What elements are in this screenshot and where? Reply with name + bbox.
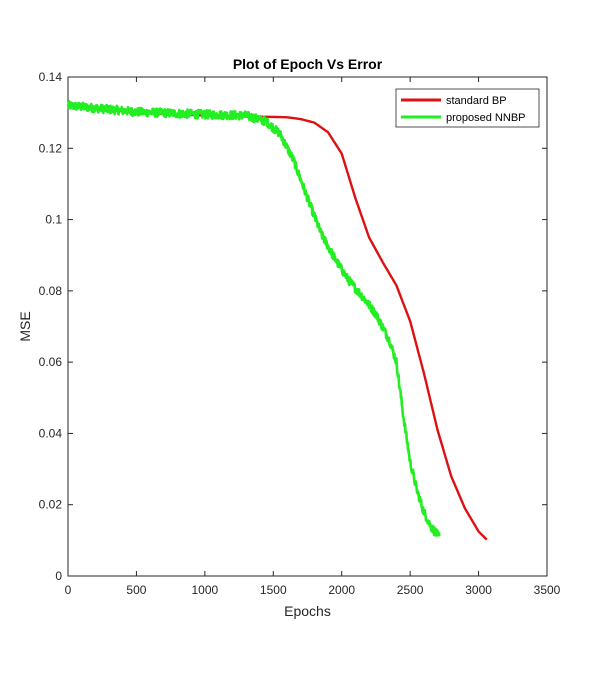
y-tick-label: 0.1 — [45, 213, 62, 227]
series-line-proposed-nnbp — [66, 100, 441, 537]
legend-label-standard-bp: standard BP — [446, 95, 507, 107]
x-tick-label: 1500 — [260, 583, 287, 597]
legend: standard BP proposed NNBP — [395, 88, 540, 128]
x-tick-label: 0 — [65, 583, 72, 597]
plot-area — [67, 76, 548, 577]
x-tick-label: 3500 — [534, 583, 561, 597]
y-tick-label: 0.06 — [39, 355, 63, 369]
x-tick-label: 1000 — [192, 583, 219, 597]
x-axis: 0 500 1000 1500 2000 2500 3000 3500 — [65, 77, 561, 597]
series-layer — [66, 100, 488, 541]
y-axis: 0 0.02 0.04 0.06 0.08 0.1 0.12 0.14 — [39, 70, 547, 583]
y-tick-label: 0.12 — [39, 141, 63, 155]
legend-box — [395, 88, 540, 128]
x-tick-label: 2500 — [397, 583, 424, 597]
x-axis-title: Epochs — [284, 603, 331, 619]
x-tick-label: 500 — [126, 583, 146, 597]
legend-label-proposed-nnbp: proposed NNBP — [446, 112, 526, 124]
y-tick-label: 0 — [55, 569, 62, 583]
chart-title: Plot of Epoch Vs Error — [233, 56, 383, 72]
y-tick-label: 0.14 — [39, 70, 63, 84]
x-tick-label: 3000 — [465, 583, 492, 597]
y-tick-label: 0.08 — [39, 284, 63, 298]
y-tick-label: 0.04 — [39, 426, 63, 440]
x-tick-label: 2000 — [328, 583, 355, 597]
y-axis-title: MSE — [17, 311, 33, 341]
y-tick-label: 0.02 — [39, 498, 63, 512]
